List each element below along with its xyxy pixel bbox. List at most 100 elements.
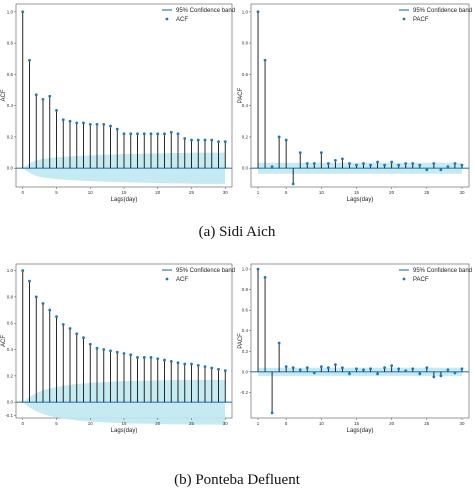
legend-series-label: PACF xyxy=(413,277,429,283)
marker-lag-27 xyxy=(203,365,207,369)
legend-series-label: ACF xyxy=(176,17,188,23)
marker-lag-26 xyxy=(432,375,436,379)
y-tick-label: 0.8 xyxy=(242,287,249,292)
legend-series-swatch xyxy=(165,277,169,281)
y-tick-label: 0.2 xyxy=(242,134,249,139)
caption-sidi-aich: (a) Sidi Aich xyxy=(198,224,276,240)
marker-lag-30 xyxy=(460,367,464,371)
marker-lag-27 xyxy=(439,374,443,378)
marker-lag-4 xyxy=(48,94,52,98)
marker-lag-1 xyxy=(28,279,31,283)
legend-series-swatch xyxy=(165,17,169,21)
y-tick-label: 0.6 xyxy=(7,72,14,77)
y-tick-label: 0.6 xyxy=(7,321,14,326)
chart-ponteba-pacf: -0.20.00.20.40.60.81.01 5 10 15 20 25 30Lags(d… xyxy=(238,263,472,434)
legend-band-label: 95% Confidence band xyxy=(176,268,235,274)
marker-lag-13 xyxy=(341,366,344,370)
marker-lag-19 xyxy=(149,132,153,136)
marker-lag-0 xyxy=(21,269,25,272)
marker-lag-16 xyxy=(129,132,133,136)
marker-lag-14 xyxy=(115,127,119,131)
marker-lag-25 xyxy=(425,168,429,172)
panel-sidi-aich-pacf: 0.0 0.2 0.4 0.6 0.8 1.0 1 5 10 15 20 25 30 Lags(day) P… xyxy=(237,0,474,218)
y-tick-label: 0.2 xyxy=(7,134,14,139)
marker-lag-24 xyxy=(418,372,422,376)
marker-lag-10 xyxy=(88,342,92,346)
marker-lag-28 xyxy=(210,138,214,142)
marker-lag-12 xyxy=(102,348,106,351)
marker-lag-24 xyxy=(183,362,187,366)
legend-series-label: ACF xyxy=(176,277,188,283)
marker-lag-1 xyxy=(256,10,260,14)
legend-series-swatch xyxy=(402,277,406,281)
y-tick-label: 0.8 xyxy=(242,41,249,46)
marker-lag-9 xyxy=(82,336,85,340)
marker-lag-18 xyxy=(142,132,146,136)
marker-lag-29 xyxy=(453,162,457,165)
y-tick-label: 0.0 xyxy=(7,166,14,171)
marker-lag-23 xyxy=(411,162,415,165)
marker-lag-11 xyxy=(326,366,330,370)
marker-lag-2 xyxy=(263,58,267,62)
marker-lag-3 xyxy=(270,165,274,169)
x-tick-label: 10 xyxy=(319,421,325,426)
marker-lag-28 xyxy=(446,368,450,372)
marker-lag-16 xyxy=(362,162,365,165)
marker-lag-24 xyxy=(418,163,422,167)
marker-lag-12 xyxy=(333,363,337,367)
marker-lag-13 xyxy=(341,157,344,161)
x-axis-label: Lags(day) xyxy=(347,428,374,434)
marker-lag-21 xyxy=(163,358,166,362)
marker-lag-29 xyxy=(217,367,220,371)
marker-lag-23 xyxy=(176,132,180,136)
marker-lag-20 xyxy=(390,364,394,368)
x-tick-label: 5 xyxy=(285,421,288,426)
x-tick-label: 5 xyxy=(55,190,58,195)
marker-lag-2 xyxy=(34,93,38,97)
marker-lag-17 xyxy=(136,356,139,359)
y-tick-label: 1.0 xyxy=(242,267,249,272)
marker-lag-29 xyxy=(217,140,220,144)
marker-lag-17 xyxy=(369,163,372,167)
marker-lag-25 xyxy=(425,366,429,370)
marker-lag-11 xyxy=(95,346,99,350)
marker-lag-3 xyxy=(41,302,45,305)
x-tick-label: 15 xyxy=(354,190,360,195)
marker-lag-19 xyxy=(149,356,153,359)
x-tick-label: 30 xyxy=(459,190,465,195)
y-tick-label: 0.4 xyxy=(242,328,249,333)
legend-band-label: 95% Confidence band xyxy=(176,8,235,14)
marker-lag-8 xyxy=(305,162,309,165)
y-axis-label: PACF xyxy=(238,87,244,103)
y-tick-label: -0.2 xyxy=(240,390,248,395)
marker-lag-30 xyxy=(223,369,227,373)
marker-lag-18 xyxy=(376,160,379,164)
caption-ponteba-defluent: (b) Ponteba Defluent xyxy=(174,472,300,488)
chart-sidi-aich-acf: 0.0 0.2 0.4 0.6 0.8 1.0 0 5 10 15 20 25 30 Lags(day) A… xyxy=(1,3,235,203)
marker-lag-11 xyxy=(95,123,99,126)
marker-lag-19 xyxy=(383,163,387,167)
marker-lag-14 xyxy=(348,162,351,165)
marker-lag-18 xyxy=(376,372,379,376)
marker-lag-6 xyxy=(291,182,295,186)
x-tick-label: 25 xyxy=(189,421,195,426)
y-tick-label: 0.2 xyxy=(242,349,249,354)
x-tick-label: 1 xyxy=(257,190,260,195)
y-tick-label: 0.6 xyxy=(242,308,249,313)
panel-ponteba-pacf: -0.2 0.0 0.2 0.4 0.6 0.8 1.0 1 5 10 15 20 25 30 Lags(d… xyxy=(237,254,474,466)
marker-lag-8 xyxy=(75,121,79,125)
marker-lag-26 xyxy=(196,363,200,367)
marker-lag-7 xyxy=(68,327,72,330)
marker-lag-25 xyxy=(190,138,193,142)
legend-series-swatch xyxy=(402,17,406,21)
marker-lag-4 xyxy=(48,308,52,312)
marker-lag-27 xyxy=(439,168,443,172)
marker-lag-21 xyxy=(163,132,166,136)
marker-lag-18 xyxy=(142,356,146,359)
y-tick-label: 1.0 xyxy=(7,268,14,273)
marker-lag-5 xyxy=(55,315,58,319)
marker-lag-9 xyxy=(312,162,316,165)
marker-lag-12 xyxy=(333,159,337,162)
panel-sidi-aich-acf: 0.0 0.2 0.4 0.6 0.8 1.0 0 5 10 15 20 25 30 Lags(day) A… xyxy=(0,0,237,218)
chart-ponteba-acf: -0.1 0.0 0.2 0.4 0.6 0.8 1.0 0 5 10 15 20 25 30 Lags(d… xyxy=(1,263,235,434)
